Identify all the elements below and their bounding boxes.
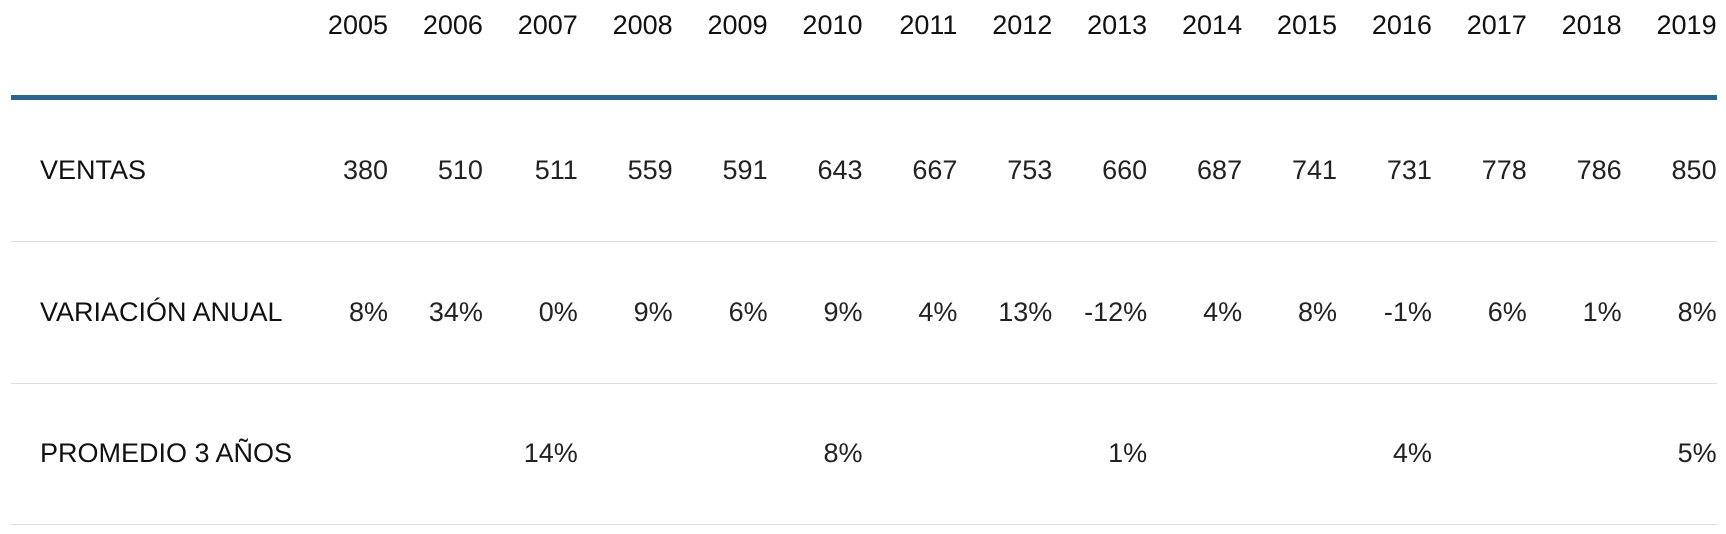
- cell: 9%: [633, 297, 673, 327]
- row-label: VARIACIÓN ANUAL: [40, 297, 283, 327]
- column-header: 2013: [1087, 10, 1148, 40]
- cell: 731: [1386, 155, 1432, 185]
- cell: 8%: [1297, 297, 1337, 327]
- column-header: 2016: [1371, 10, 1432, 40]
- row-label: PROMEDIO 3 AÑOS: [40, 438, 293, 468]
- column-header: 2008: [612, 10, 673, 40]
- cell: 0%: [538, 297, 578, 327]
- column-header: 2010: [802, 10, 863, 40]
- column-header: 2009: [707, 10, 768, 40]
- cell: 34%: [428, 297, 483, 327]
- cell: 8%: [823, 438, 863, 468]
- cell: 8%: [1677, 297, 1717, 327]
- cell: 1%: [1582, 297, 1622, 327]
- cell: 510: [437, 155, 483, 185]
- column-header: 2014: [1182, 10, 1243, 40]
- cell: -12%: [1084, 297, 1148, 327]
- cell: 380: [342, 155, 388, 185]
- cell: 753: [1007, 155, 1053, 185]
- column-header: 2019: [1656, 10, 1717, 40]
- cell: 4%: [1392, 438, 1432, 468]
- cell: 5%: [1677, 438, 1717, 468]
- cell: 4%: [918, 297, 958, 327]
- column-header: 2007: [517, 10, 578, 40]
- cell: 6%: [728, 297, 768, 327]
- cell: 778: [1481, 155, 1527, 185]
- column-header: 2018: [1561, 10, 1622, 40]
- cell: 850: [1671, 155, 1717, 185]
- cell: -1%: [1383, 297, 1432, 327]
- cell: 667: [912, 155, 958, 185]
- cell: 687: [1197, 155, 1243, 185]
- cell: 9%: [823, 297, 863, 327]
- row-separator: [11, 524, 1717, 525]
- cell: 591: [722, 155, 768, 185]
- column-header: 2012: [992, 10, 1053, 40]
- cell: 6%: [1487, 297, 1527, 327]
- column-header: 2015: [1276, 10, 1337, 40]
- cell: 643: [817, 155, 863, 185]
- cell: 660: [1102, 155, 1148, 185]
- cell: 741: [1291, 155, 1337, 185]
- cell: 559: [627, 155, 673, 185]
- column-header: 2005: [327, 10, 388, 40]
- cell: 1%: [1108, 438, 1148, 468]
- row-label: VENTAS: [40, 155, 147, 185]
- cell: 511: [534, 155, 578, 185]
- row-separator: [11, 241, 1717, 242]
- cell: 13%: [998, 297, 1053, 327]
- row-separator: [11, 383, 1717, 384]
- cell: 8%: [348, 297, 388, 327]
- cell: 4%: [1203, 297, 1243, 327]
- cell: 14%: [523, 438, 578, 468]
- column-header: 2017: [1466, 10, 1527, 40]
- cell: 786: [1576, 155, 1622, 185]
- header-rule: [11, 95, 1717, 100]
- column-header: 2006: [422, 10, 483, 40]
- column-header: 2011: [899, 10, 958, 40]
